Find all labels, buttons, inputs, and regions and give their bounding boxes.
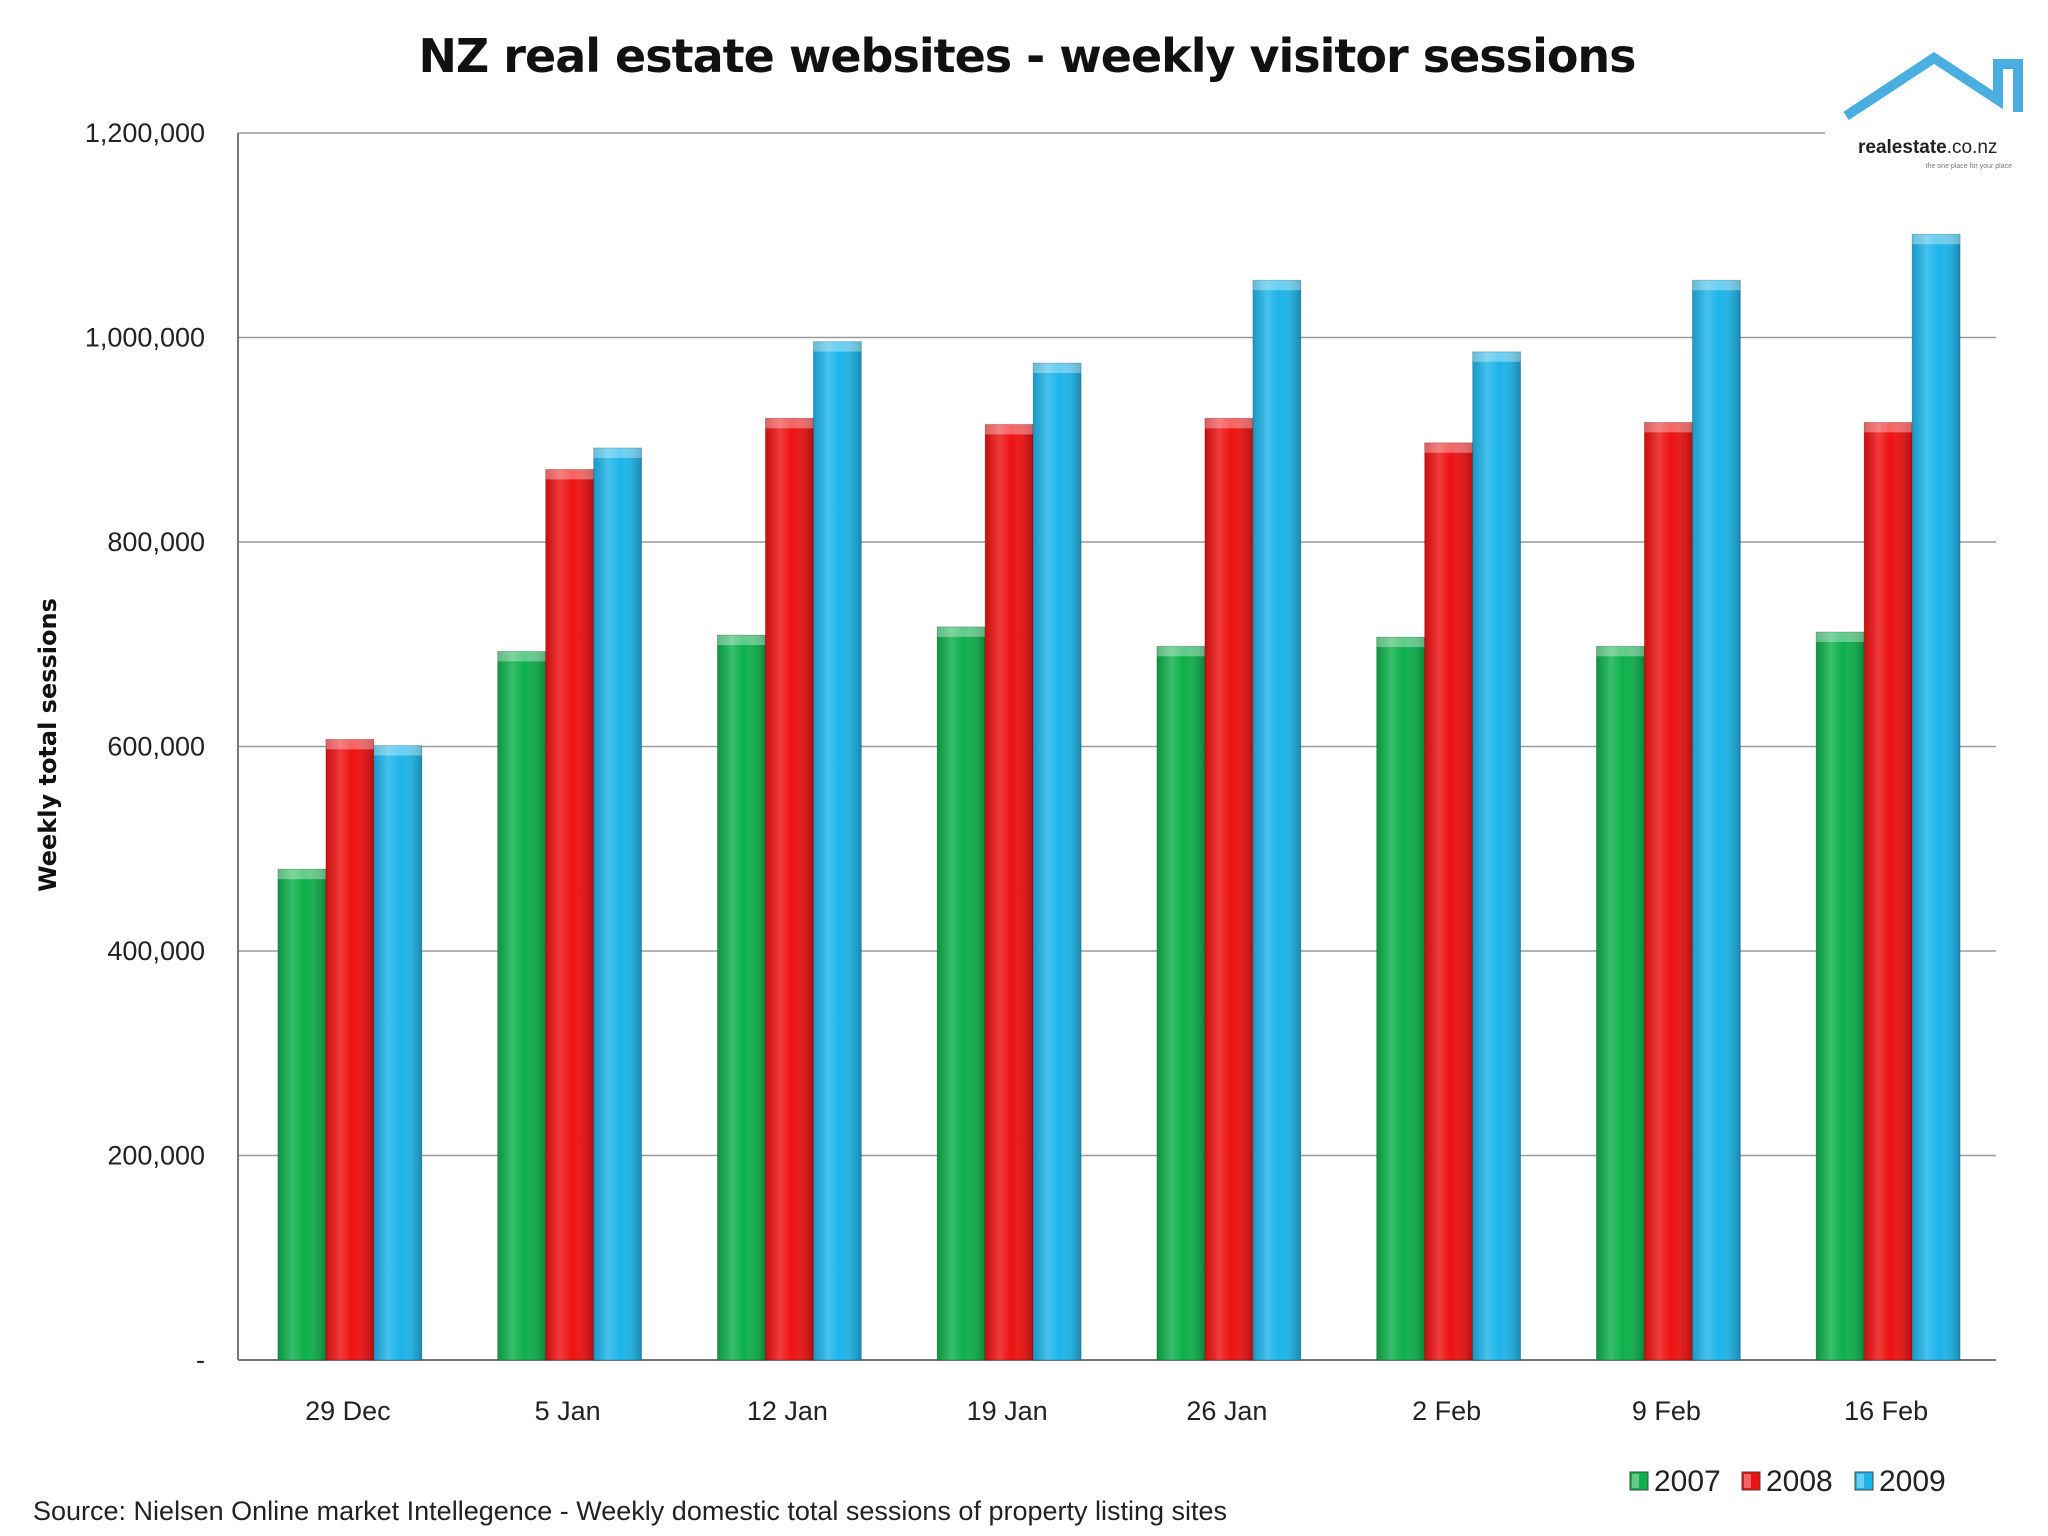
x-tick-label: 16 Feb [1844,1396,1928,1426]
y-tick-label: 200,000 [107,1141,205,1171]
bar-2007-12-jan [716,634,766,1361]
logo-suffix: .co.nz [1947,137,1998,158]
x-tick-label: 29 Dec [305,1396,391,1426]
y-tick-label: 800,000 [107,527,205,557]
svg-text:realestate.co.nz: realestate.co.nz [1858,137,1997,158]
x-tick-label: 2 Feb [1412,1396,1481,1426]
x-tick-label: 26 Jan [1186,1396,1267,1426]
bar-2009-12-jan [812,341,862,1361]
bar-2008-2-feb [1424,442,1474,1361]
x-axis-ticks: 29 Dec 5 Jan 12 Jan 19 Jan 26 Jan 2 Feb 9 Feb 1… [305,1396,1928,1426]
bar-2009-9-feb [1691,279,1741,1361]
bar-2007-9-feb [1595,645,1645,1361]
bar-2008-16-feb [1863,421,1913,1361]
chart-title: NZ real estate websites - weekly visitor… [418,29,1635,83]
legend-item-2009: 2009 [1854,1465,1946,1498]
bar-2009-5-jan [593,447,643,1361]
bar-2009-2-feb [1472,351,1522,1361]
bar-2007-5-jan [497,650,547,1361]
y-tick-label: 1,200,000 [85,118,205,148]
bar-2008-9-feb [1643,421,1693,1361]
bar-2008-19-jan [984,423,1034,1361]
house-roof-icon [1843,52,2023,121]
bar-2007-2-feb [1376,636,1426,1361]
legend-label: 2009 [1879,1465,1946,1498]
bar-2007-26-jan [1156,645,1206,1361]
bars [277,233,1961,1361]
y-axis-ticks: - 200,000 400,000 600,000 800,000 1,000,000 1,… [85,118,205,1375]
legend-label: 2007 [1654,1465,1721,1498]
legend: 2007 2008 2009 [1629,1465,1946,1498]
logo-tagline: the one place for your place [1926,163,2012,170]
logo: realestate.co.nz the one place for your … [1825,48,2035,170]
x-tick-label: 9 Feb [1632,1396,1701,1426]
y-tick-label: 1,000,000 [85,323,205,353]
source-note: Source: Nielsen Online market Intellegen… [33,1496,1227,1526]
y-axis-label: Weekly total sessions [34,598,62,892]
bar-2009-16-feb [1911,233,1961,1361]
x-tick-label: 19 Jan [967,1396,1048,1426]
bar-2007-29-dec [277,868,327,1361]
bar-2009-29-dec [373,744,423,1361]
bar-2007-16-feb [1815,631,1865,1361]
logo-brand: realestate [1858,137,1947,158]
legend-swatch [1741,1471,1761,1491]
y-tick-label: - [196,1345,205,1375]
legend-label: 2008 [1766,1465,1833,1498]
bar-2009-26-jan [1252,279,1302,1361]
y-tick-label: 600,000 [107,732,205,762]
bar-2009-19-jan [1032,362,1082,1361]
x-tick-label: 5 Jan [535,1396,601,1426]
y-tick-label: 400,000 [107,936,205,966]
legend-item-2008: 2008 [1741,1465,1833,1498]
bar-2008-5-jan [545,468,595,1361]
bar-2007-19-jan [936,626,986,1361]
legend-swatch [1629,1471,1649,1491]
bar-2008-12-jan [764,417,814,1361]
legend-swatch [1854,1471,1874,1491]
bar-2008-26-jan [1204,417,1254,1361]
legend-item-2007: 2007 [1629,1465,1721,1498]
bar-2008-29-dec [325,738,375,1361]
x-tick-label: 12 Jan [747,1396,828,1426]
